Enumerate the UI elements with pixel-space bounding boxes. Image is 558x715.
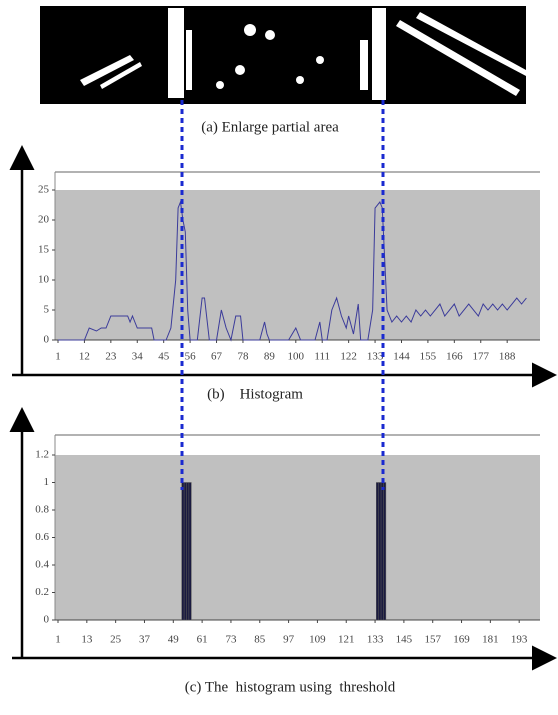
bar [182,483,184,621]
x-tick-label: 145 [396,634,413,646]
chart-caption: (b) Histogram [207,386,303,402]
chart-caption: (c) The histogram using threshold [185,679,396,695]
y-tick-label: 0.6 [35,531,49,543]
x-tick-label: 89 [264,351,276,363]
binary-image [40,6,526,104]
x-tick-label: 193 [511,634,528,646]
x-tick-label: 157 [424,634,441,646]
bar [184,483,186,621]
y-tick-label: 10 [38,274,50,286]
x-tick-label: 144 [393,351,410,363]
y-tick-label: 0.8 [35,504,49,516]
x-tick-label: 49 [168,634,180,646]
x-tick-label: 1 [55,634,61,646]
x-tick-label: 45 [158,351,170,363]
y-tick-label: 1 [44,476,50,488]
y-tick-label: 0.4 [35,559,49,571]
y-tick-label: 25 [38,184,50,196]
x-tick-label: 181 [482,634,499,646]
y-tick-label: 15 [38,244,50,256]
x-tick-label: 169 [453,634,470,646]
bar [379,483,381,621]
plot-background [55,455,540,620]
x-tick-label: 166 [446,351,463,363]
image-caption: (a) Enlarge partial area [201,119,339,135]
y-tick-label: 1.2 [35,449,49,461]
x-tick-label: 133 [367,351,384,363]
x-tick-label: 109 [309,634,326,646]
bar [383,483,385,621]
x-tick-label: 23 [105,351,117,363]
x-tick-label: 34 [132,351,144,363]
x-tick-label: 78 [237,351,249,363]
x-tick-label: 155 [420,351,437,363]
x-tick-label: 73 [225,634,237,646]
y-tick-label: 5 [44,304,50,316]
y-tick-label: 0.2 [35,586,49,598]
bar [187,483,189,621]
x-tick-label: 12 [79,351,90,363]
y-tick-label: 0 [44,614,50,626]
bar [376,483,378,621]
y-tick-label: 20 [38,214,50,226]
x-tick-label: 37 [139,634,151,646]
x-tick-label: 61 [197,634,208,646]
x-tick-label: 111 [314,351,330,363]
x-tick-label: 97 [283,634,295,646]
x-tick-label: 100 [288,351,305,363]
x-tick-label: 85 [254,634,266,646]
x-tick-label: 188 [499,351,516,363]
x-tick-label: 25 [110,634,122,646]
bar [189,483,191,621]
x-tick-label: 13 [81,634,93,646]
figure: (a) Enlarge partial area 051015202511223… [0,0,558,715]
x-tick-label: 56 [185,351,197,363]
x-tick-label: 133 [367,634,384,646]
y-tick-label: 0 [44,334,50,346]
x-tick-label: 177 [473,351,490,363]
bar [381,483,383,621]
x-tick-label: 67 [211,351,223,363]
x-tick-label: 122 [340,351,357,363]
x-tick-label: 1 [55,351,61,363]
x-tick-label: 121 [338,634,355,646]
